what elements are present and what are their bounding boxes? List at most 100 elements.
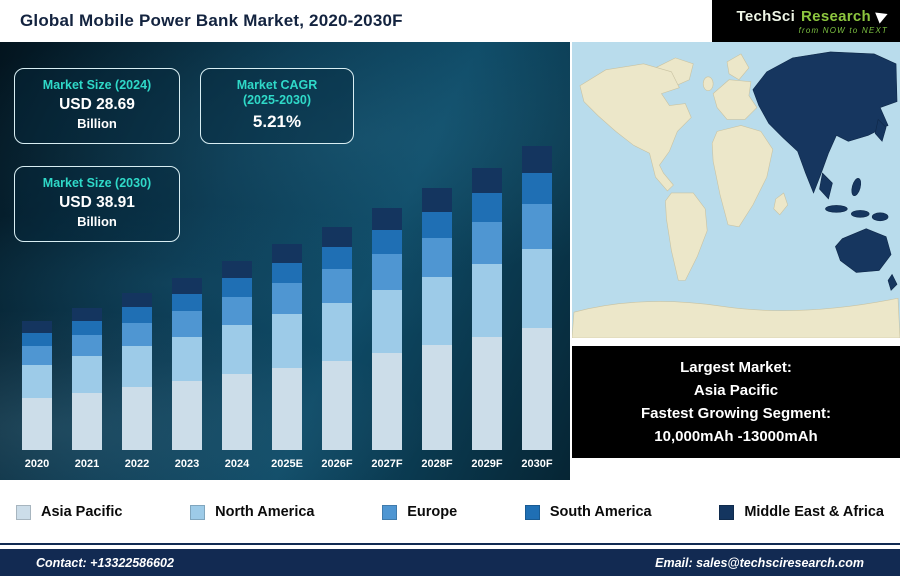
legend-swatch-icon (719, 504, 735, 520)
bar-segment-middle-east-africa (72, 308, 102, 321)
bar-segment-asia-pacific (172, 381, 202, 450)
chart-panel: Market Size (2024) USD 28.69 Billion Mar… (0, 42, 570, 480)
map-land (572, 53, 900, 338)
legend-item-south-america: South America (524, 504, 652, 520)
chart-legend: Asia Pacific North America Europe South Ame… (0, 486, 900, 538)
bar-segment-north-america (522, 249, 552, 329)
info-box-value: USD 38.91 (59, 194, 135, 211)
bar-2030F (522, 146, 552, 450)
bar-segment-asia-pacific (222, 374, 252, 450)
continent-europe (712, 79, 758, 120)
bar-segment-north-america (472, 263, 502, 338)
info-box-value: USD 28.69 (59, 96, 135, 113)
bar-2029F (472, 168, 502, 450)
note-line-segment-range: 10,000mAh -13000mAh (654, 428, 818, 446)
bar-segment-south-america (222, 278, 252, 298)
bar-segment-europe (422, 237, 452, 278)
info-box-title: Market Size (2030) (42, 176, 152, 190)
bar-2021 (72, 308, 102, 450)
legend-item-north-america: North America (190, 504, 315, 520)
bar-segment-europe (72, 335, 102, 357)
techsci-logo: TechSci Research from NOW to NEXT (712, 0, 900, 42)
x-axis-label-2029F: 2029F (471, 458, 503, 470)
info-box-title: Market CAGR (236, 78, 318, 92)
x-axis: 2020 2021 2022 2023 2024 2025E 2026F 2027F 2028F… (14, 458, 570, 474)
bar-segment-asia-pacific (72, 393, 102, 450)
bar-2025E (272, 244, 302, 450)
bar-segment-south-america (272, 262, 302, 284)
island-indonesia-east (850, 210, 870, 218)
x-axis-label-2021: 2021 (74, 458, 100, 470)
bar-segment-middle-east-africa (422, 188, 452, 212)
x-axis-label-2023: 2023 (174, 458, 200, 470)
region-scandinavia (726, 53, 750, 81)
stacked-bar-chart (14, 42, 570, 450)
legend-label: South America (549, 504, 652, 520)
legend-label: Europe (407, 504, 458, 520)
bar-segment-middle-east-africa (22, 321, 52, 333)
bar-segment-europe (122, 322, 152, 347)
x-axis-label-2028F: 2028F (421, 458, 453, 470)
bar-2026F (322, 227, 352, 450)
bar-segment-europe (472, 221, 502, 264)
bar-segment-asia-pacific (272, 367, 302, 450)
island-indonesia-west (825, 205, 848, 213)
bar-segment-north-america (322, 302, 352, 361)
bar-segment-europe (372, 254, 402, 291)
bar-segment-south-america (472, 193, 502, 222)
x-axis-label-2024: 2024 (224, 458, 250, 470)
legend-label: North America (215, 504, 315, 520)
bar-segment-middle-east-africa (222, 261, 252, 279)
x-axis-label-2026F: 2026F (321, 458, 353, 470)
bar-segment-asia-pacific (372, 353, 402, 450)
bar-segment-north-america (122, 346, 152, 388)
footer-contact: Contact: +13322586602 (36, 555, 174, 570)
bar-segment-middle-east-africa (272, 244, 302, 263)
page-title: Global Mobile Power Bank Market, 2020-20… (20, 11, 403, 30)
bar-segment-asia-pacific (122, 387, 152, 450)
note-line-asia-pacific: Asia Pacific (693, 381, 779, 399)
bar-segment-north-america (22, 364, 52, 399)
bar-segment-europe (272, 283, 302, 315)
bar-segment-north-america (72, 356, 102, 394)
island-britain (702, 76, 714, 91)
bar-segment-europe (222, 297, 252, 326)
info-box-subtitle: (2025-2030) (242, 93, 312, 107)
info-box-market-size-2030: Market Size (2030) USD 38.91 Billion (14, 166, 180, 242)
island-madagascar (773, 192, 789, 216)
legend-label: Middle East & Africa (744, 504, 884, 520)
logo-arrow-icon (875, 8, 890, 24)
logo-text-techsci: TechSci (736, 7, 796, 25)
legend-label: Asia Pacific (41, 504, 123, 520)
bar-segment-asia-pacific (522, 328, 552, 450)
bar-segment-north-america (172, 336, 202, 382)
bar-segment-north-america (272, 314, 302, 368)
bar-segment-north-america (372, 290, 402, 354)
note-line-fastest-segment: Fastest Growing Segment: (640, 405, 832, 422)
bar-segment-middle-east-africa (322, 227, 352, 248)
map-highlight-asia-pacific (752, 51, 898, 291)
bar-segment-europe (172, 310, 202, 337)
bar-segment-middle-east-africa (372, 208, 402, 230)
info-box-value: 5.21% (252, 112, 302, 131)
legend-item-middle-east-africa: Middle East & Africa (719, 504, 884, 520)
bar-2028F (422, 188, 452, 450)
legend-swatch-icon (524, 504, 540, 520)
world-map-svg (572, 42, 900, 338)
region-australia (835, 228, 892, 273)
market-note: Largest Market: Asia Pacific Fastest Gro… (572, 346, 900, 458)
logo-tagline: from NOW to NEXT (798, 25, 888, 35)
footer-email: Email: sales@techsciresearch.com (655, 555, 864, 570)
info-box-unit: Billion (77, 116, 117, 131)
bar-segment-north-america (222, 325, 252, 375)
legend-item-asia-pacific: Asia Pacific (16, 504, 122, 520)
bar-2023 (172, 278, 202, 450)
info-box-title: Market Size (2024) (42, 78, 152, 92)
world-map (572, 42, 900, 338)
x-axis-label-2020: 2020 (24, 458, 50, 470)
footer: Contact: +13322586602 Email: sales@techs… (0, 549, 900, 576)
legend-swatch-icon (190, 504, 206, 520)
continent-africa (711, 125, 774, 228)
legend-swatch-icon (382, 504, 398, 520)
